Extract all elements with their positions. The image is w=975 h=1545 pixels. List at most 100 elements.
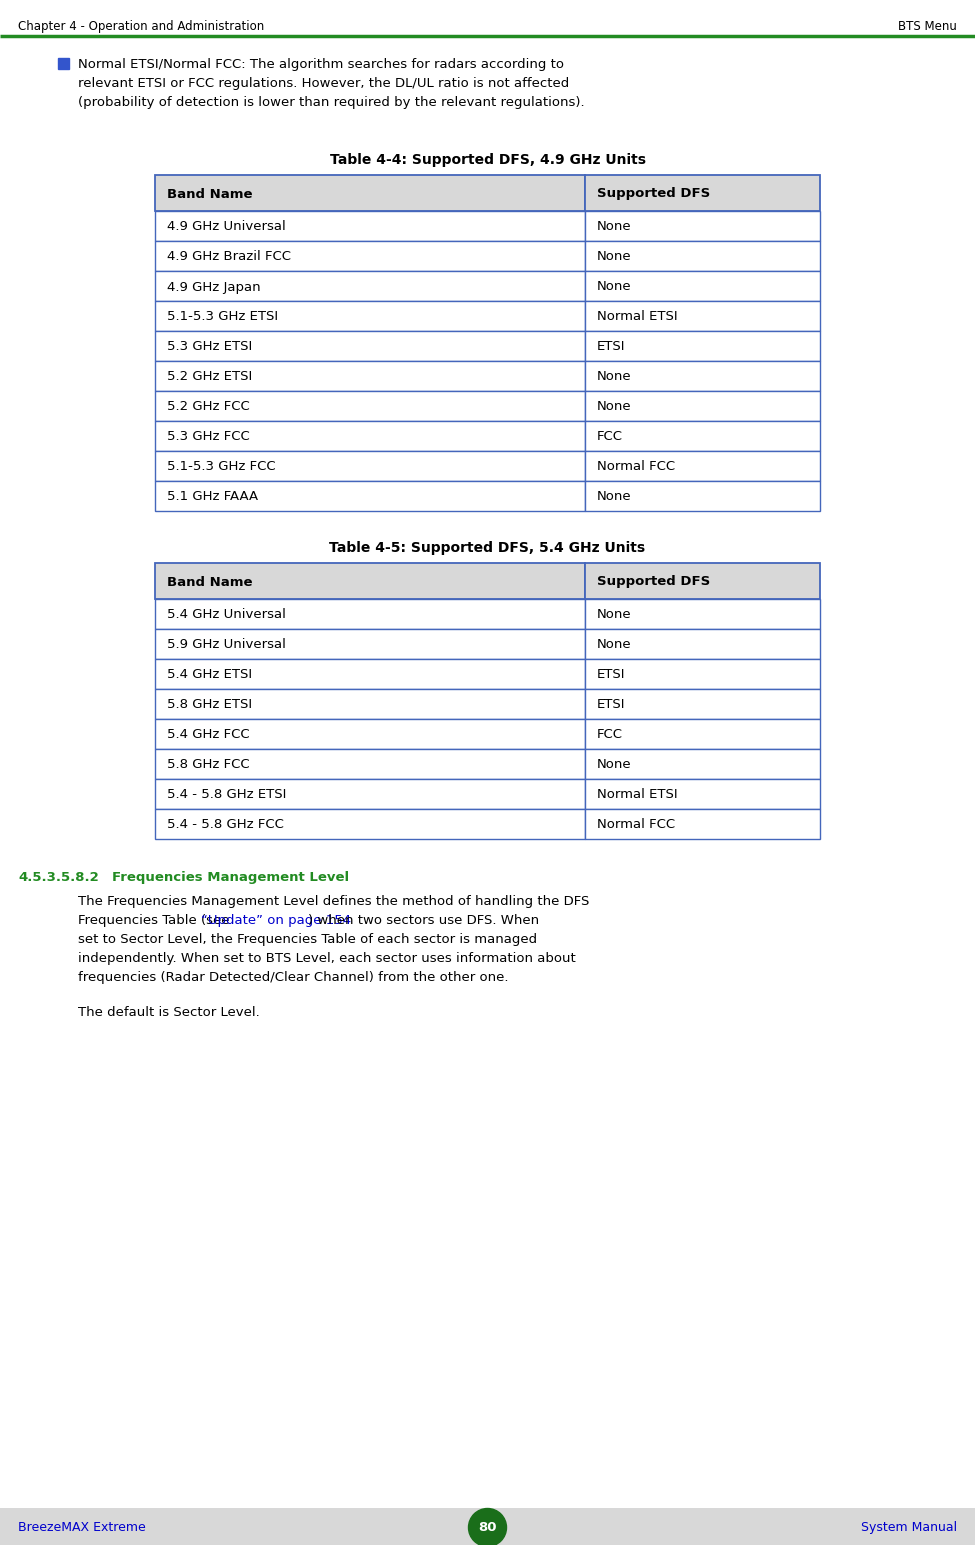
Text: ) when two sectors use DFS. When: ) when two sectors use DFS. When <box>308 915 539 927</box>
Text: 5.1-5.3 GHz ETSI: 5.1-5.3 GHz ETSI <box>167 311 278 323</box>
Bar <box>585 270 820 301</box>
Text: None: None <box>597 371 632 383</box>
Text: Table 4-4: Supported DFS, 4.9 GHz Units: Table 4-4: Supported DFS, 4.9 GHz Units <box>330 153 645 167</box>
Bar <box>155 689 585 718</box>
Text: FCC: FCC <box>597 729 623 742</box>
Bar <box>155 660 585 689</box>
Bar <box>585 629 820 660</box>
Bar <box>155 420 585 451</box>
Bar <box>155 779 585 810</box>
Text: (probability of detection is lower than required by the relevant regulations).: (probability of detection is lower than … <box>78 96 585 110</box>
Text: FCC: FCC <box>597 431 623 443</box>
Text: 4.9 GHz Japan: 4.9 GHz Japan <box>167 281 260 294</box>
Text: 5.8 GHz FCC: 5.8 GHz FCC <box>167 759 250 771</box>
Bar <box>585 391 820 420</box>
Bar <box>0 1508 975 1545</box>
Bar <box>585 301 820 331</box>
Text: 5.9 GHz Universal: 5.9 GHz Universal <box>167 638 286 652</box>
Text: The default is Sector Level.: The default is Sector Level. <box>78 1006 259 1020</box>
Bar <box>155 810 585 839</box>
Bar <box>155 301 585 331</box>
Text: None: None <box>597 638 632 652</box>
Text: 5.1 GHz FAAA: 5.1 GHz FAAA <box>167 490 258 504</box>
Text: None: None <box>597 759 632 771</box>
Bar <box>585 660 820 689</box>
Bar <box>585 689 820 718</box>
Text: 5.1-5.3 GHz FCC: 5.1-5.3 GHz FCC <box>167 460 276 473</box>
Bar <box>585 810 820 839</box>
Bar <box>155 749 585 779</box>
Text: The Frequencies Management Level defines the method of handling the DFS: The Frequencies Management Level defines… <box>78 895 589 908</box>
Bar <box>585 241 820 270</box>
Bar <box>585 362 820 391</box>
Bar <box>155 175 585 212</box>
Text: 5.4 - 5.8 GHz FCC: 5.4 - 5.8 GHz FCC <box>167 819 284 831</box>
Bar <box>585 749 820 779</box>
Text: 5.4 GHz FCC: 5.4 GHz FCC <box>167 729 250 742</box>
Text: ETSI: ETSI <box>597 669 626 681</box>
Text: frequencies (Radar Detected/Clear Channel) from the other one.: frequencies (Radar Detected/Clear Channe… <box>78 970 509 984</box>
Text: 4.9 GHz Brazil FCC: 4.9 GHz Brazil FCC <box>167 250 291 264</box>
Text: Normal ETSI: Normal ETSI <box>597 311 678 323</box>
Bar <box>155 212 585 241</box>
Circle shape <box>469 1508 506 1545</box>
Bar <box>155 270 585 301</box>
Text: relevant ETSI or FCC regulations. However, the DL/UL ratio is not affected: relevant ETSI or FCC regulations. Howeve… <box>78 77 569 90</box>
Text: 5.2 GHz ETSI: 5.2 GHz ETSI <box>167 371 253 383</box>
Bar <box>155 599 585 629</box>
Text: 5.4 GHz ETSI: 5.4 GHz ETSI <box>167 669 253 681</box>
Text: Supported DFS: Supported DFS <box>597 575 710 589</box>
Bar <box>585 779 820 810</box>
Text: Normal FCC: Normal FCC <box>597 819 675 831</box>
Text: 5.4 GHz Universal: 5.4 GHz Universal <box>167 609 286 621</box>
Bar <box>155 331 585 362</box>
Text: 80: 80 <box>479 1520 496 1534</box>
Text: 4.5.3.5.8.2: 4.5.3.5.8.2 <box>18 871 98 884</box>
Bar <box>155 391 585 420</box>
Text: independently. When set to BTS Level, each sector uses information about: independently. When set to BTS Level, ea… <box>78 952 576 966</box>
Text: None: None <box>597 400 632 414</box>
Bar <box>585 420 820 451</box>
Bar <box>155 362 585 391</box>
Text: ETSI: ETSI <box>597 340 626 354</box>
Text: None: None <box>597 281 632 294</box>
Text: set to Sector Level, the Frequencies Table of each sector is managed: set to Sector Level, the Frequencies Tab… <box>78 933 537 946</box>
Bar <box>155 480 585 511</box>
Text: BTS Menu: BTS Menu <box>898 20 957 32</box>
Text: None: None <box>597 609 632 621</box>
Bar <box>155 629 585 660</box>
Text: 5.4 - 5.8 GHz ETSI: 5.4 - 5.8 GHz ETSI <box>167 788 287 802</box>
Bar <box>585 599 820 629</box>
Text: Normal FCC: Normal FCC <box>597 460 675 473</box>
Text: System Manual: System Manual <box>861 1520 957 1534</box>
Text: None: None <box>597 221 632 233</box>
Text: BreezeMAX Extreme: BreezeMAX Extreme <box>18 1520 145 1534</box>
Text: 5.3 GHz ETSI: 5.3 GHz ETSI <box>167 340 253 354</box>
Bar <box>585 718 820 749</box>
Bar <box>58 59 69 70</box>
Bar <box>155 562 585 599</box>
Text: 5.8 GHz ETSI: 5.8 GHz ETSI <box>167 698 253 712</box>
Bar <box>585 212 820 241</box>
Text: Chapter 4 - Operation and Administration: Chapter 4 - Operation and Administration <box>18 20 264 32</box>
Text: Supported DFS: Supported DFS <box>597 187 710 201</box>
Bar <box>155 718 585 749</box>
Bar <box>155 241 585 270</box>
Bar <box>585 175 820 212</box>
Bar <box>585 562 820 599</box>
Text: Frequencies Table (see: Frequencies Table (see <box>78 915 234 927</box>
Text: Table 4-5: Supported DFS, 5.4 GHz Units: Table 4-5: Supported DFS, 5.4 GHz Units <box>330 541 645 555</box>
Text: Normal ETSI: Normal ETSI <box>597 788 678 802</box>
Bar <box>585 480 820 511</box>
Bar <box>585 451 820 480</box>
Text: 5.3 GHz FCC: 5.3 GHz FCC <box>167 431 250 443</box>
Text: Normal ETSI/Normal FCC: The algorithm searches for radars according to: Normal ETSI/Normal FCC: The algorithm se… <box>78 59 564 71</box>
Text: 5.2 GHz FCC: 5.2 GHz FCC <box>167 400 250 414</box>
Text: ETSI: ETSI <box>597 698 626 712</box>
Text: “Update” on page 154: “Update” on page 154 <box>201 915 351 927</box>
Bar <box>585 331 820 362</box>
Text: Band Name: Band Name <box>167 187 253 201</box>
Bar <box>155 451 585 480</box>
Text: Band Name: Band Name <box>167 575 253 589</box>
Text: 4.9 GHz Universal: 4.9 GHz Universal <box>167 221 286 233</box>
